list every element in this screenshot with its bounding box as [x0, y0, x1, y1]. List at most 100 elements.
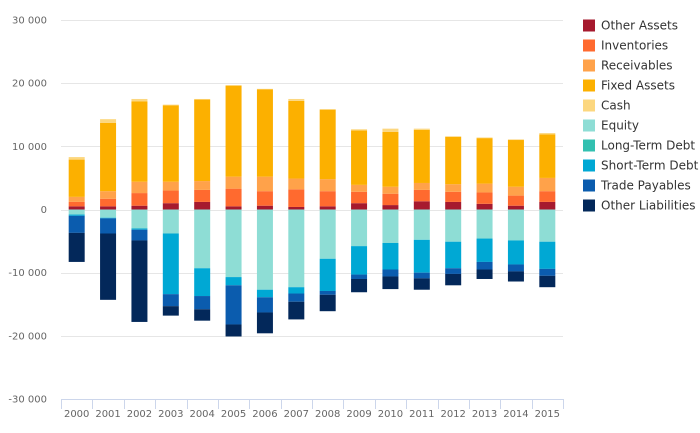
bar-segment[interactable] [100, 122, 117, 192]
bar-segment[interactable] [319, 290, 336, 295]
bar-segment[interactable] [351, 278, 368, 293]
bar-segment[interactable] [319, 109, 336, 110]
bar-segment[interactable] [256, 297, 273, 313]
bar-segment[interactable] [539, 241, 556, 269]
bar-segment[interactable] [162, 104, 179, 106]
bar-segment[interactable] [476, 238, 493, 262]
bar-segment[interactable] [382, 269, 399, 277]
bar-segment[interactable] [225, 285, 242, 325]
bar-segment[interactable] [256, 209, 273, 290]
bar-segment[interactable] [382, 205, 399, 210]
bar-segment[interactable] [256, 191, 273, 206]
bar-segment[interactable] [445, 273, 462, 286]
bar-segment[interactable] [100, 233, 117, 300]
bar-segment[interactable] [131, 98, 148, 102]
bar-segment[interactable] [382, 193, 399, 206]
bar-segment[interactable] [194, 209, 211, 269]
bar-segment[interactable] [539, 268, 556, 276]
bar-segment[interactable] [288, 301, 305, 320]
bar-segment[interactable] [162, 209, 179, 234]
bar-segment[interactable] [288, 287, 305, 294]
bar-segment[interactable] [539, 201, 556, 210]
bar-segment[interactable] [507, 240, 524, 265]
bar-segment[interactable] [413, 209, 430, 240]
bar-segment[interactable] [351, 191, 368, 204]
bar-segment[interactable] [507, 209, 524, 241]
bar-segment[interactable] [445, 268, 462, 274]
bar-segment[interactable] [445, 191, 462, 202]
bar-segment[interactable] [351, 209, 368, 247]
bar-segment[interactable] [100, 206, 117, 210]
bar-segment[interactable] [507, 205, 524, 210]
bar-segment[interactable] [162, 306, 179, 316]
bar-segment[interactable] [351, 130, 368, 185]
bar-segment[interactable] [225, 85, 242, 177]
bar-segment[interactable] [351, 246, 368, 275]
bar-segment[interactable] [476, 192, 493, 204]
bar-segment[interactable] [476, 137, 493, 139]
bar-segment[interactable] [445, 136, 462, 137]
bar-segment[interactable] [256, 88, 273, 90]
legend-item[interactable]: Fixed Assets [583, 79, 675, 93]
bar-segment[interactable] [507, 140, 524, 187]
bar-segment[interactable] [507, 271, 524, 282]
bar-segment[interactable] [319, 109, 336, 180]
bar-segment[interactable] [445, 136, 462, 185]
bar-segment[interactable] [539, 133, 556, 135]
bar-segment[interactable] [507, 139, 524, 141]
bar-segment[interactable] [288, 293, 305, 302]
bar-segment[interactable] [225, 209, 242, 278]
bar-segment[interactable] [413, 272, 430, 279]
bar-segment[interactable] [194, 98, 211, 100]
bar-segment[interactable] [194, 309, 211, 321]
bar-segment[interactable] [507, 264, 524, 272]
bar-segment[interactable] [162, 190, 179, 204]
bar-segment[interactable] [131, 101, 148, 182]
legend-item[interactable]: Long-Term Debt [583, 139, 695, 153]
bar-segment[interactable] [131, 240, 148, 322]
bar-segment[interactable] [413, 129, 430, 183]
legend-item[interactable]: Cash [583, 99, 631, 113]
bar-segment[interactable] [445, 241, 462, 269]
bar-segment[interactable] [382, 276, 399, 290]
bar-segment[interactable] [100, 209, 117, 218]
bar-segment[interactable] [413, 278, 430, 290]
bar-segment[interactable] [68, 232, 85, 262]
bar-segment[interactable] [131, 205, 148, 210]
bar-segment[interactable] [507, 186, 524, 196]
bar-segment[interactable] [413, 182, 430, 190]
bar-segment[interactable] [351, 129, 368, 131]
bar-segment[interactable] [68, 209, 85, 215]
bar-segment[interactable] [225, 176, 242, 189]
bar-segment[interactable] [256, 289, 273, 298]
bar-segment[interactable] [288, 100, 305, 179]
bar-segment[interactable] [131, 229, 148, 241]
bar-segment[interactable] [100, 191, 117, 199]
bar-segment[interactable] [131, 181, 148, 194]
bar-segment[interactable] [319, 209, 336, 259]
bar-segment[interactable] [256, 205, 273, 210]
bar-segment[interactable] [162, 294, 179, 307]
bar-segment[interactable] [256, 176, 273, 192]
bar-segment[interactable] [68, 157, 85, 160]
bar-segment[interactable] [445, 209, 462, 242]
legend-item[interactable]: Other Liabilities [583, 199, 696, 213]
bar-segment[interactable] [194, 268, 211, 297]
bar-segment[interactable] [162, 105, 179, 182]
bar-segment[interactable] [319, 179, 336, 192]
legend-item[interactable]: Receivables [583, 59, 673, 73]
bar-segment[interactable] [194, 296, 211, 310]
bar-segment[interactable] [445, 184, 462, 192]
bar-segment[interactable] [68, 159, 85, 197]
bar-segment[interactable] [225, 206, 242, 210]
bar-segment[interactable] [382, 128, 399, 132]
bar-segment[interactable] [445, 201, 462, 210]
bar-segment[interactable] [288, 178, 305, 190]
bar-segment[interactable] [225, 324, 242, 337]
bar-segment[interactable] [539, 134, 556, 178]
bar-segment[interactable] [382, 242, 399, 270]
bar-segment[interactable] [476, 203, 493, 210]
bar-segment[interactable] [476, 261, 493, 270]
bar-segment[interactable] [319, 191, 336, 207]
bar-segment[interactable] [68, 201, 85, 207]
